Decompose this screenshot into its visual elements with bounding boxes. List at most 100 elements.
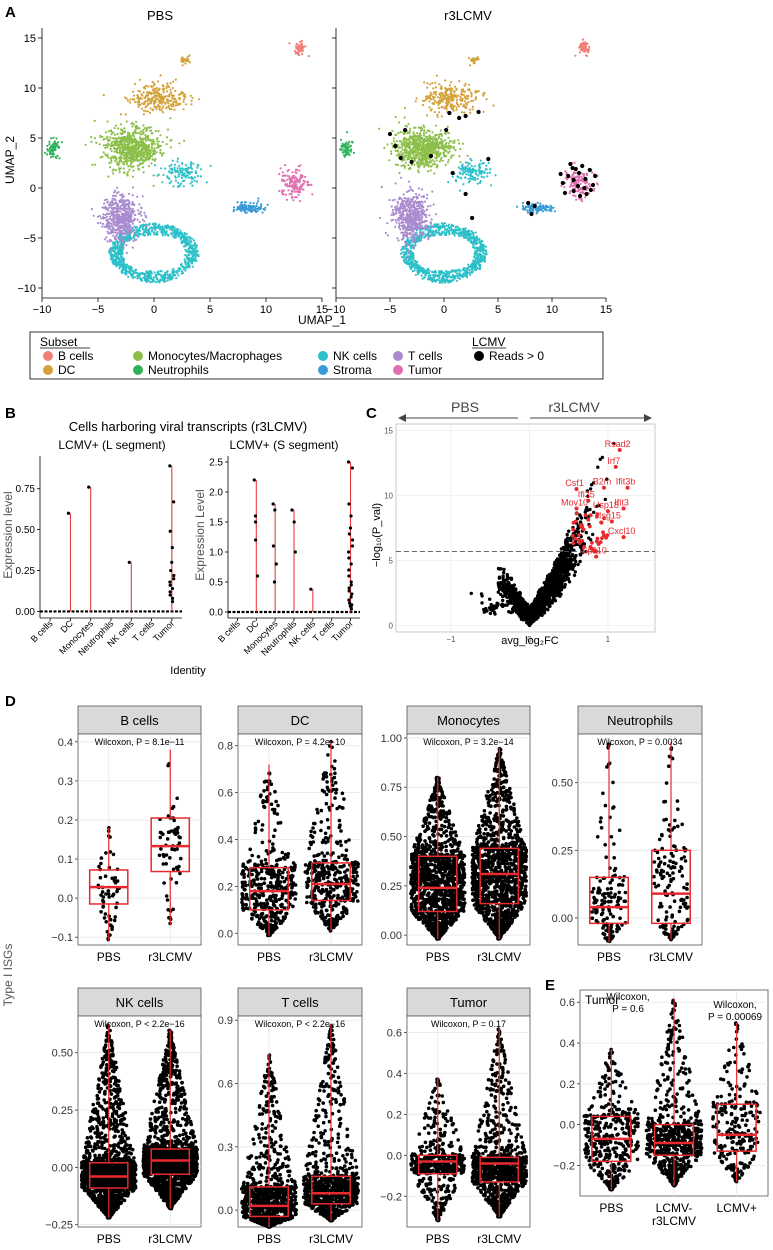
umap-point <box>399 150 402 153</box>
umap-point <box>423 81 426 84</box>
umap-point <box>166 84 169 87</box>
umap-point <box>458 272 461 275</box>
umap-point <box>112 172 115 175</box>
umap-point <box>163 274 166 277</box>
umap-point <box>441 159 444 162</box>
umap-point <box>125 138 128 141</box>
umap-point <box>119 138 122 142</box>
umap-point <box>434 231 437 234</box>
umap-point <box>448 223 451 226</box>
umap-point <box>260 203 263 206</box>
umap-point <box>432 229 435 233</box>
umap-point <box>205 181 208 184</box>
umap-point <box>394 149 397 152</box>
umap-point <box>119 157 122 160</box>
umap-point <box>256 209 259 213</box>
umap-point <box>119 142 122 145</box>
umap-point <box>121 221 124 224</box>
umap-point <box>409 262 412 265</box>
umap-point <box>150 278 154 281</box>
umap-point <box>475 235 478 238</box>
umap-point <box>137 234 140 237</box>
umap-point <box>425 146 428 149</box>
umap-point <box>488 171 491 174</box>
umap-point <box>448 98 451 101</box>
umap-point <box>112 219 115 223</box>
umap-point <box>115 265 118 268</box>
umap-point <box>434 124 437 127</box>
umap-point <box>181 92 184 95</box>
umap-point <box>124 268 127 271</box>
umap-point <box>168 228 171 231</box>
umap-point <box>194 254 197 257</box>
umap-point <box>131 153 134 156</box>
umap-point <box>399 131 402 134</box>
umap-point <box>478 254 481 257</box>
umap-point <box>299 188 302 191</box>
umap-point <box>129 216 132 219</box>
umap-point <box>346 152 349 156</box>
umap-point <box>397 149 400 152</box>
umap-point <box>167 94 170 98</box>
umap-point <box>178 164 181 167</box>
umap-point <box>107 204 111 207</box>
umap-point <box>469 64 472 67</box>
umap-point <box>137 275 140 278</box>
umap-point <box>236 201 239 204</box>
umap-point <box>131 125 134 128</box>
umap-point <box>113 191 116 194</box>
umap-point <box>164 271 167 274</box>
umap-point <box>282 189 285 192</box>
umap-point <box>152 138 155 141</box>
umap-point <box>429 274 432 277</box>
umap-point <box>110 213 113 216</box>
umap-point <box>98 143 101 146</box>
umap-point <box>472 59 475 62</box>
umap-point <box>436 96 439 99</box>
umap-point <box>584 54 588 57</box>
umap-point <box>441 145 444 148</box>
umap-point <box>110 206 113 210</box>
umap-point <box>116 133 119 136</box>
umap-point <box>99 221 102 224</box>
umap-point <box>127 156 131 159</box>
umap-point <box>129 213 132 216</box>
umap-point <box>153 142 156 146</box>
umap-point <box>130 229 133 232</box>
umap-point <box>429 165 432 168</box>
umap-point <box>156 94 160 97</box>
umap-point <box>114 194 117 197</box>
umap-point <box>430 109 433 112</box>
umap-point <box>152 184 155 187</box>
umap-point <box>137 209 140 212</box>
umap-point <box>299 199 302 203</box>
umap-point <box>451 228 454 232</box>
umap-point <box>159 149 162 152</box>
umap-point <box>466 103 469 106</box>
umap-point <box>125 244 128 247</box>
umap-point <box>292 181 295 184</box>
umap-point <box>448 150 451 153</box>
umap-point <box>286 178 289 181</box>
umap-point <box>190 176 193 179</box>
umap-point <box>148 165 151 168</box>
umap-point <box>406 132 409 135</box>
umap-point <box>143 127 147 130</box>
umap-point <box>438 83 441 86</box>
umap-point <box>102 222 105 225</box>
umap-point <box>120 258 124 261</box>
umap-point <box>290 190 293 193</box>
umap-point <box>437 147 440 150</box>
umap-point <box>420 237 423 240</box>
umap-point <box>476 254 479 257</box>
umap-point <box>191 96 194 100</box>
umap-point <box>343 155 346 158</box>
umap-point <box>304 45 307 48</box>
umap-point <box>102 151 105 154</box>
umap-point <box>430 141 434 144</box>
umap-point <box>390 152 393 155</box>
umap-point <box>288 42 291 45</box>
umap-point <box>412 151 415 154</box>
umap-point <box>107 227 110 230</box>
umap-point <box>113 147 116 150</box>
